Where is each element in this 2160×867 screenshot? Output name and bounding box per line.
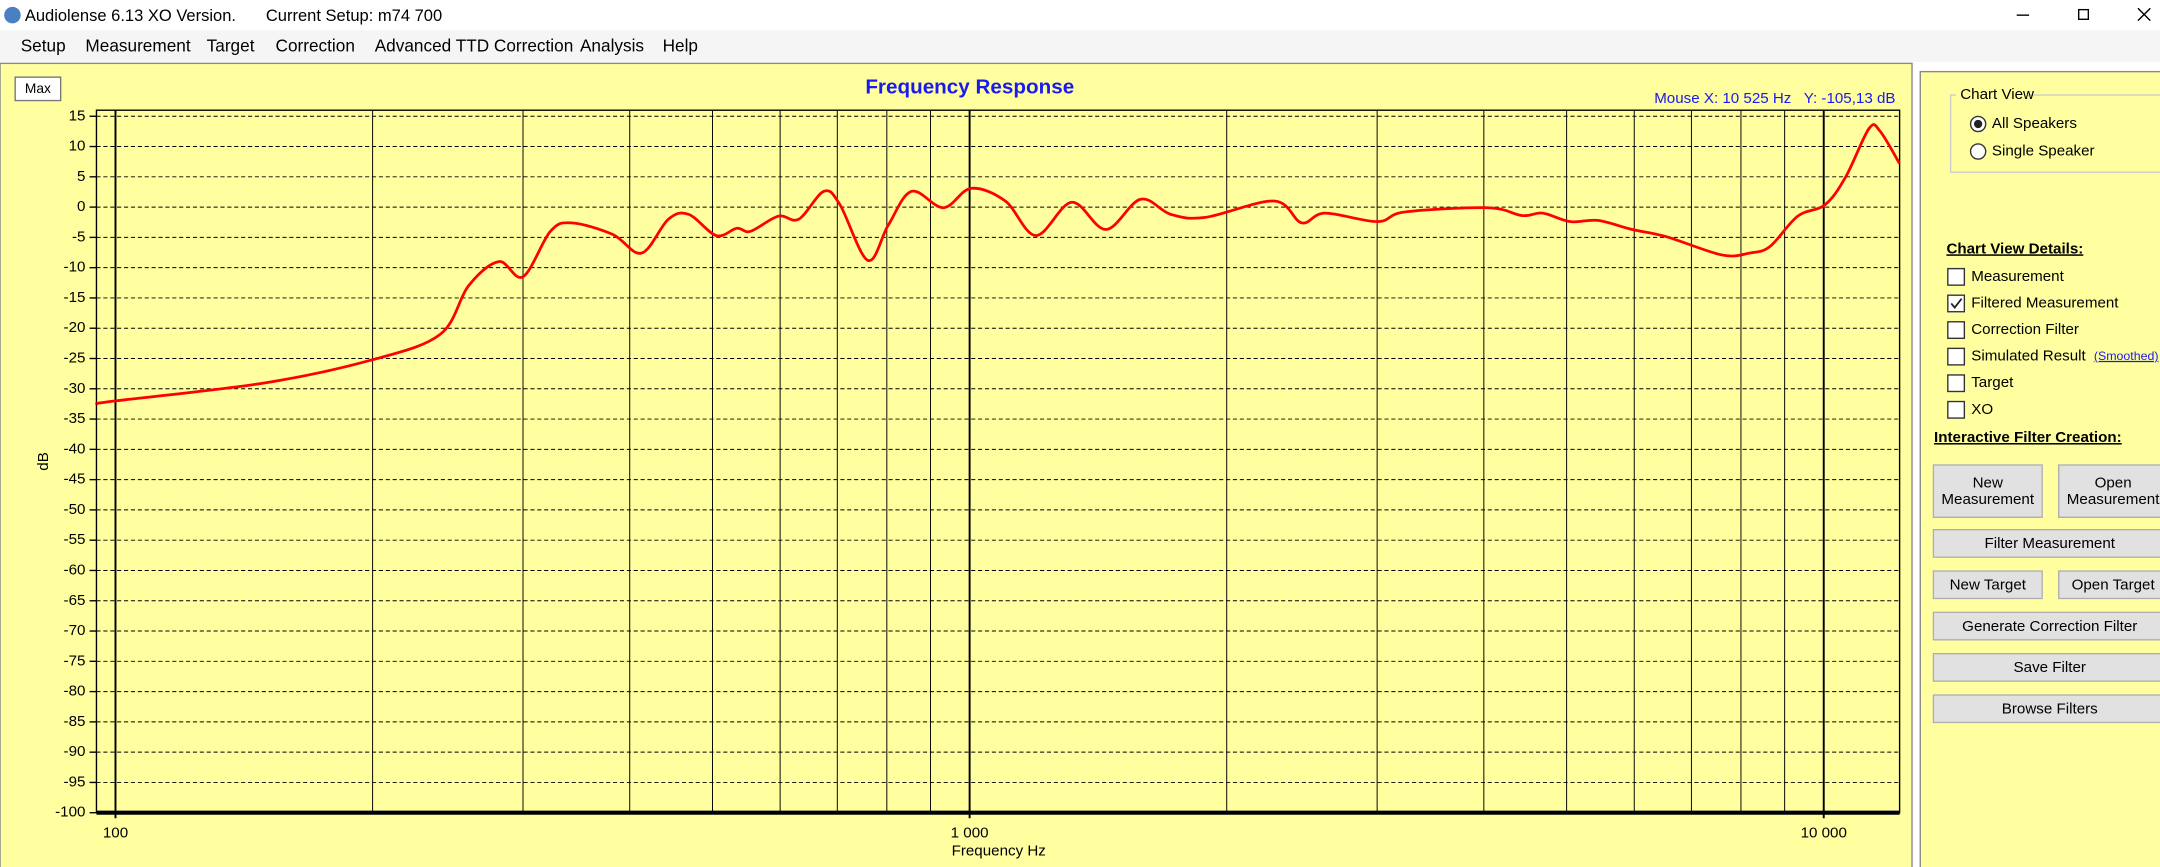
button[interactable]: New Measurement xyxy=(1932,464,2043,518)
checkbox[interactable] xyxy=(1947,321,1966,340)
smoothed-link[interactable]: (Smoothed) xyxy=(2094,349,2159,363)
y-tick-label: 15 xyxy=(69,107,86,124)
menu-item[interactable]: Correction xyxy=(276,35,355,55)
y-tick-label: -40 xyxy=(64,440,86,457)
title-bar xyxy=(0,0,2160,31)
menu-item[interactable]: Help xyxy=(663,35,698,55)
response-line xyxy=(95,123,1901,406)
checkbox-label[interactable]: Measurement xyxy=(1971,268,2064,285)
y-tick-label: -70 xyxy=(64,622,86,639)
x-tick-label: 1 000 xyxy=(951,824,989,841)
button[interactable]: Browse Filters xyxy=(1932,694,2160,724)
button-label[interactable]: Filter Measurement xyxy=(1932,528,2160,558)
button[interactable]: Save Filter xyxy=(1932,652,2160,682)
button-label[interactable]: Save Filter xyxy=(1932,652,2160,682)
y-tick-label: -75 xyxy=(64,652,86,669)
checkbox-label[interactable]: Correction Filter xyxy=(1971,321,2079,338)
y-tick-label: -10 xyxy=(64,259,86,276)
group-title: Chart View xyxy=(1960,86,2034,103)
checkmark xyxy=(1950,298,1963,310)
menu-item[interactable]: Measurement xyxy=(85,35,190,55)
checkbox-label[interactable]: XO xyxy=(1971,401,1993,418)
x-axis-label: Frequency Hz xyxy=(952,842,1046,859)
menu-item[interactable]: Setup xyxy=(21,35,66,55)
menu-bar xyxy=(0,30,2160,62)
button[interactable]: Open Target xyxy=(2058,570,2160,600)
current-setup: Current Setup: m74 700 xyxy=(266,6,442,25)
y-tick-label: -50 xyxy=(64,501,86,518)
button-label[interactable]: Generate Correction Filter xyxy=(1932,611,2160,641)
y-tick-label: -45 xyxy=(64,471,86,488)
y-tick-label: 0 xyxy=(77,198,85,215)
radio-label[interactable]: Single Speaker xyxy=(1992,143,2095,160)
checkbox[interactable] xyxy=(1947,294,1966,313)
menu-item[interactable]: Advanced TTD Correction xyxy=(375,35,574,55)
checkbox[interactable] xyxy=(1947,267,1966,286)
y-tick-label: 10 xyxy=(69,138,86,155)
y-axis-label: dB xyxy=(35,452,52,471)
y-tick-label: -95 xyxy=(64,773,86,790)
window-title: Audiolense 6.13 XO Version. xyxy=(25,6,236,25)
max-button[interactable] xyxy=(14,76,62,102)
button[interactable]: Filter Measurement xyxy=(1932,528,2160,558)
chart-view-group xyxy=(1949,94,2160,173)
y-tick-label: -30 xyxy=(64,380,86,397)
chart-area xyxy=(0,62,1913,867)
y-tick-label: 5 xyxy=(77,168,85,185)
radio-label[interactable]: All Speakers xyxy=(1992,115,2077,132)
y-tick-label: -15 xyxy=(64,289,86,306)
y-tick-label: -5 xyxy=(72,228,85,245)
y-tick-label: -85 xyxy=(64,713,86,730)
y-tick-label: -60 xyxy=(64,561,86,578)
section-title: Chart View Details: xyxy=(1946,240,2083,257)
button[interactable]: Generate Correction Filter xyxy=(1932,611,2160,641)
button[interactable]: Open Measurement xyxy=(2058,464,2160,518)
section-title: Interactive Filter Creation: xyxy=(1934,429,2122,446)
group-title-bg xyxy=(1956,85,2028,104)
y-tick-label: -80 xyxy=(64,683,86,700)
y-tick-label: -25 xyxy=(64,350,86,367)
checkbox[interactable] xyxy=(1947,400,1966,419)
menu-item[interactable]: Target xyxy=(207,35,255,55)
y-tick-label: -90 xyxy=(64,743,86,760)
checkbox[interactable] xyxy=(1947,347,1966,366)
checkbox-label[interactable]: Filtered Measurement xyxy=(1971,294,2119,311)
radio-button[interactable] xyxy=(1969,143,1987,160)
button-label[interactable]: Browse Filters xyxy=(1932,694,2160,724)
y-tick-label: -20 xyxy=(64,319,86,336)
chart-title: Frequency Response xyxy=(865,76,1074,99)
checkbox-label[interactable]: Target xyxy=(1971,374,2014,391)
radio-dot xyxy=(1973,119,1983,129)
button[interactable]: New Target xyxy=(1932,570,2043,600)
checkbox-label[interactable]: Simulated Result xyxy=(1971,348,2086,365)
restore-button[interactable] xyxy=(2078,8,2090,20)
checkbox[interactable] xyxy=(1947,374,1966,393)
y-tick-label: -100 xyxy=(55,804,85,821)
y-tick-label: -35 xyxy=(64,410,86,427)
menu-item[interactable]: Analysis xyxy=(580,35,644,55)
button-label[interactable]: New Measurement xyxy=(1932,464,2043,518)
app-icon xyxy=(4,6,21,24)
x-tick-label: 10 000 xyxy=(1801,824,1847,841)
y-tick-label: -55 xyxy=(64,531,86,548)
close-button[interactable] xyxy=(2137,7,2151,22)
x-tick-label: 100 xyxy=(103,824,128,841)
mouse-readout: Mouse X: 10 525 Hz Y: -105,13 dB xyxy=(1654,90,1895,107)
y-tick-label: -65 xyxy=(64,592,86,609)
button-label[interactable]: New Target xyxy=(1932,570,2043,600)
button-label[interactable]: Open Target xyxy=(2058,570,2160,600)
max-button-label[interactable]: Max xyxy=(25,81,51,96)
button-label[interactable]: Open Measurement xyxy=(2058,464,2160,518)
